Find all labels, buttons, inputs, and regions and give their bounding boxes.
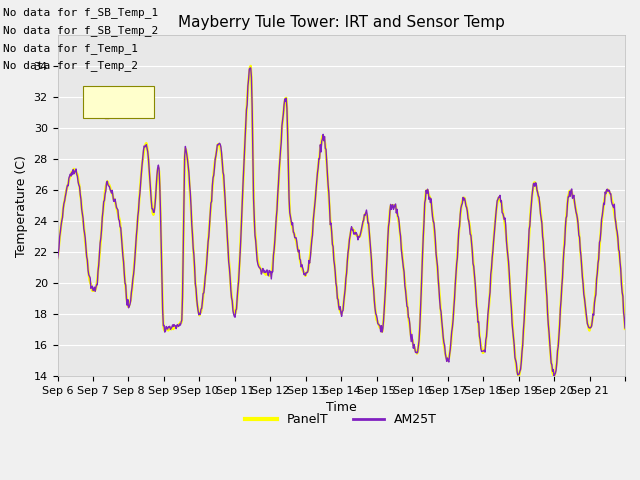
Text: No data for f_Temp_2: No data for f_Temp_2 (3, 60, 138, 72)
Legend: PanelT, AM25T: PanelT, AM25T (240, 408, 442, 431)
X-axis label: Time: Time (326, 401, 356, 414)
Text: MB_Tole: MB_Tole (89, 109, 130, 119)
Title: Mayberry Tule Tower: IRT and Sensor Temp: Mayberry Tule Tower: IRT and Sensor Temp (178, 15, 505, 30)
Text: No data for f_SB_Temp_2: No data for f_SB_Temp_2 (3, 25, 159, 36)
Y-axis label: Temperature (C): Temperature (C) (15, 155, 28, 257)
Text: Temp_1: Temp_1 (89, 91, 124, 100)
Text: No data for f_Temp_1: No data for f_Temp_1 (3, 43, 138, 54)
Text: No data for f_SB_Temp_1: No data for f_SB_Temp_1 (3, 7, 159, 18)
